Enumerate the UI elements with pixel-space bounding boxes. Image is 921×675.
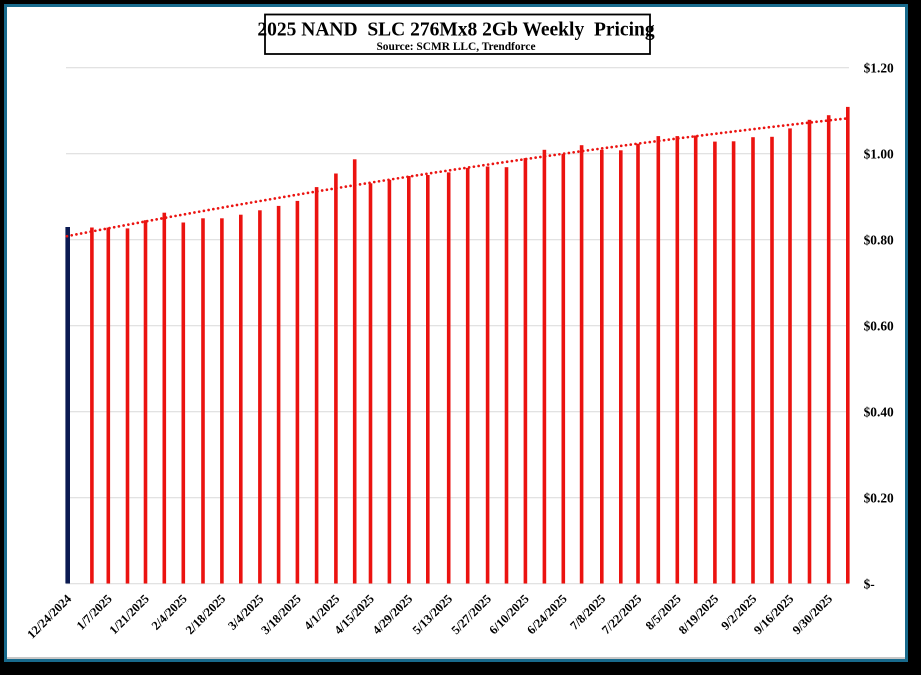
svg-text:Source: SCMR LLC, Trendforce: Source: SCMR LLC, Trendforce: [376, 41, 535, 53]
svg-text:$0.60: $0.60: [864, 319, 894, 334]
svg-text:$1.00: $1.00: [864, 147, 894, 162]
svg-text:$-: $-: [864, 577, 875, 592]
svg-text:2025 NAND SLC 276Mx8 2Gb Week: 2025 NAND SLC 276Mx8 2Gb Weekly Pricing: [257, 20, 654, 41]
svg-text:$0.20: $0.20: [864, 491, 894, 506]
svg-text:$1.20: $1.20: [864, 61, 894, 76]
svg-text:$0.40: $0.40: [864, 405, 894, 420]
svg-text:$0.80: $0.80: [864, 233, 894, 248]
